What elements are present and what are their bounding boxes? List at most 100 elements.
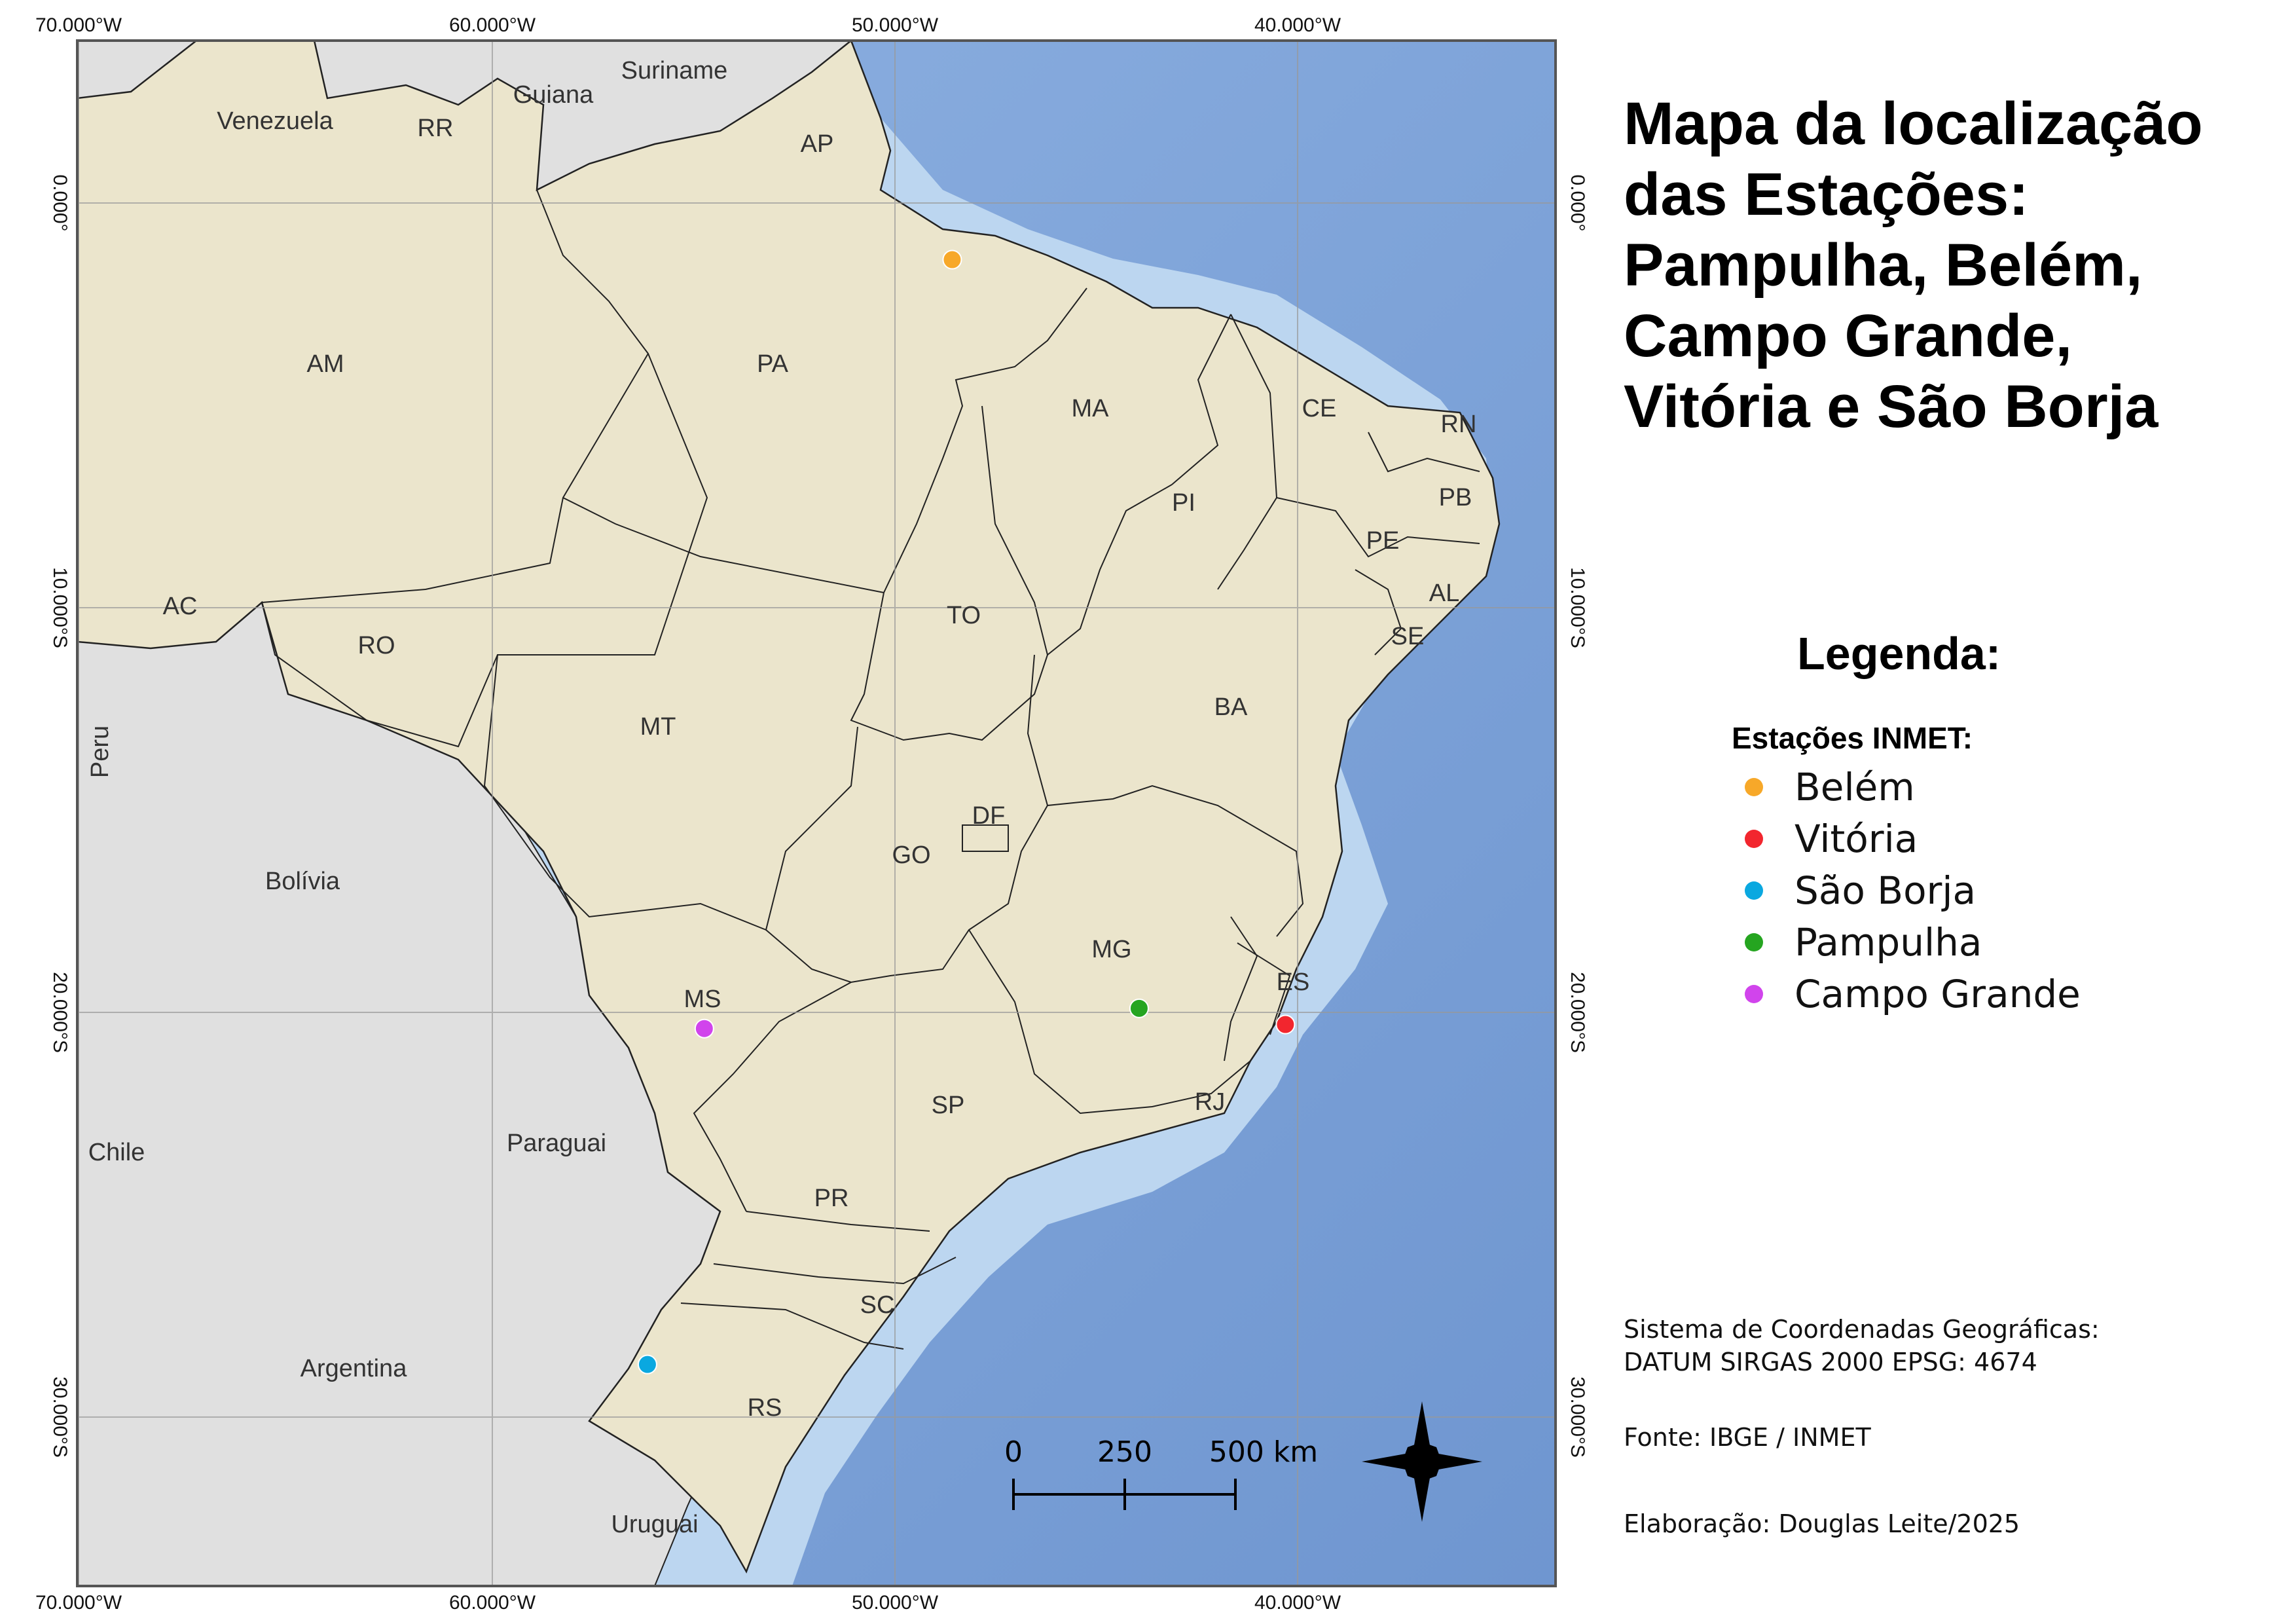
map-frame [76,39,1557,1587]
station-marker-pampulha[interactable] [1129,998,1149,1018]
state-label: AC [163,593,198,620]
legend-item: São Borja [1745,864,2081,916]
state-label: SC [860,1291,895,1319]
lat-label-left: 20.000°S [49,972,71,1053]
country-label: Guiana [513,81,594,109]
lat-label-left: 30.000°S [49,1376,71,1458]
state-label: AP [801,130,834,158]
legend-swatch-icon [1745,829,1763,848]
lat-label-left: 0.000° [49,174,71,231]
legend-label: Vitória [1795,816,1918,861]
state-label: DF [972,802,1006,830]
state-label: SE [1391,623,1425,650]
lat-label-right: 10.000°S [1567,567,1588,648]
state-label: RJ [1195,1088,1225,1116]
country-label: Peru [86,726,114,778]
state-boundaries [261,189,1480,1350]
legend-subtitle: Estações INMET: [1732,721,1973,755]
title-line: Vitória e São Borja [1624,373,2159,440]
lat-label-left: 10.000°S [49,567,71,648]
state-label: SP [932,1092,965,1119]
country-label: Suriname [621,57,728,84]
lon-label-bottom: 50.000°W [852,1592,939,1614]
state-label: TO [947,602,981,629]
lon-label-bottom: 70.000°W [35,1592,122,1614]
state-label: RN [1441,411,1477,438]
state-label: AL [1429,580,1459,607]
country-label: Uruguai [611,1511,698,1538]
legend-item: Vitória [1745,813,2081,864]
stations-layer [637,249,1296,1375]
country-label: Venezuela [217,107,333,135]
station-marker-campo-grande[interactable] [694,1018,714,1039]
legend-item: Campo Grande [1745,968,2081,1020]
state-label: PE [1366,527,1400,555]
legend-title: Legenda: [1797,628,2001,679]
crs-info: Sistema de Coordenadas Geográficas: DATU… [1624,1313,2100,1378]
crs-line: DATUM SIRGAS 2000 EPSG: 4674 [1624,1348,2037,1376]
state-label: MG [1091,936,1131,963]
legend-swatch-icon [1745,777,1763,796]
station-marker-vitoria[interactable] [1275,1014,1296,1035]
state-label: PI [1172,489,1195,517]
lon-label-top: 50.000°W [852,14,939,36]
legend-swatch-icon [1745,932,1763,951]
title-line: Pampulha, Belém, [1624,232,2143,299]
state-label: RS [748,1394,782,1422]
legend-label: Campo Grande [1795,971,2081,1016]
map-body [77,41,1556,1586]
state-label: MS [684,986,721,1013]
lat-label-right: 0.000° [1567,174,1588,231]
map-title: Mapa da localização das Estações: Pampul… [1624,88,2278,442]
brazil-land [77,41,1501,1574]
legend-item: Belém [1745,761,2081,813]
legend-list: Belém Vitória São Borja Pampulha Campo G… [1745,761,2081,1020]
title-line: Mapa da localização [1624,90,2203,157]
lon-label-top: 60.000°W [449,14,536,36]
lon-label-bottom: 40.000°W [1254,1592,1341,1614]
source-text: Fonte: IBGE / INMET [1624,1423,1871,1452]
country-label: Chile [88,1139,145,1166]
lon-label-bottom: 60.000°W [449,1592,536,1614]
legend-label: São Borja [1795,868,1977,913]
state-label: PR [814,1185,849,1212]
country-label: Bolívia [265,868,340,895]
scale-label: 0 [1004,1435,1023,1469]
legend-label: Pampulha [1795,919,1982,965]
lon-label-top: 40.000°W [1254,14,1341,36]
legend-swatch-icon [1745,881,1763,900]
state-label: ES [1277,969,1310,996]
state-label: MT [640,713,676,741]
country-labels: Venezuela Guiana Suriname Peru Bolívia P… [86,57,727,1538]
state-label: PA [757,350,789,378]
country-label: Argentina [301,1355,408,1382]
lat-label-right: 30.000°S [1567,1376,1588,1458]
state-label: AM [307,350,344,378]
scale-bar: 0 250 500 km [1004,1435,1318,1510]
lat-label-right: 20.000°S [1567,972,1588,1053]
country-label: Paraguai [507,1130,606,1157]
legend-swatch-icon [1745,984,1763,1003]
title-line: Campo Grande, [1624,303,2073,369]
scale-label: 250 [1097,1435,1152,1469]
longitude-labels: 70.000°W 60.000°W 50.000°W 40.000°W 70.0… [35,14,1341,1614]
state-label: BA [1214,693,1248,721]
author-text: Elaboração: Douglas Leite/2025 [1624,1509,2020,1538]
legend-label: Belém [1795,764,1915,809]
scale-label: 500 km [1209,1435,1318,1469]
station-marker-belem[interactable] [942,249,962,270]
state-label: PB [1439,484,1472,511]
station-marker-sao-borja[interactable] [637,1354,657,1375]
state-label: RO [358,632,395,659]
state-label: GO [892,841,930,869]
crs-line: Sistema de Coordenadas Geográficas: [1624,1315,2100,1344]
state-label: MA [1072,395,1110,422]
state-label: CE [1302,395,1337,422]
state-label: RR [418,115,454,142]
legend-item: Pampulha [1745,916,2081,968]
title-line: das Estações: [1624,161,2029,228]
north-arrow-icon [1362,1401,1482,1522]
lon-label-top: 70.000°W [35,14,122,36]
state-labels: RR AP AM PA MA CE RN PB PI PE AL SE AC R… [163,115,1477,1422]
